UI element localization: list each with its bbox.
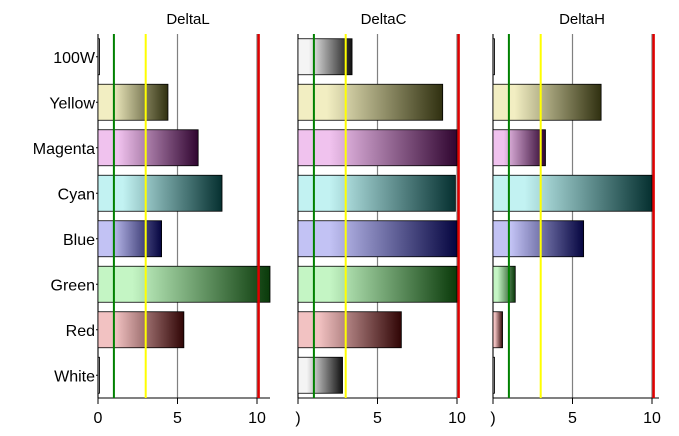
bar-red bbox=[97, 311, 185, 349]
x-tick-label: 10 bbox=[248, 410, 266, 427]
bar-magenta bbox=[492, 129, 546, 167]
bar-green bbox=[297, 265, 458, 303]
bar-yellow bbox=[97, 83, 169, 121]
panel-title: DeltaC bbox=[361, 11, 407, 28]
bar-100w bbox=[97, 38, 100, 76]
category-label-cyan: Cyan bbox=[58, 186, 95, 203]
category-label-yellow: Yellow bbox=[49, 95, 95, 112]
x-tick-label: 10 bbox=[448, 410, 466, 427]
panel-title: DeltaL bbox=[166, 11, 209, 28]
x-tick-label: ) bbox=[295, 410, 300, 427]
x-tick-label: 5 bbox=[568, 410, 577, 427]
bar-yellow bbox=[297, 83, 444, 121]
bar-blue bbox=[297, 220, 458, 258]
bar-cyan bbox=[97, 174, 223, 212]
bar-100w bbox=[297, 38, 353, 76]
bar-white bbox=[97, 356, 100, 394]
category-labels: 100W Yellow Magenta Cyan Blue Green Red White bbox=[33, 50, 98, 385]
bar-white bbox=[492, 356, 495, 394]
bar-blue bbox=[97, 220, 162, 258]
category-label-red: Red bbox=[66, 323, 95, 340]
bar-green bbox=[492, 265, 516, 303]
panel-title: DeltaH bbox=[559, 11, 605, 28]
category-label-white: White bbox=[54, 368, 95, 385]
category-label-green: Green bbox=[51, 277, 95, 294]
bar-green bbox=[97, 265, 271, 303]
panel-deltal: DeltaL 0 5 10 bbox=[94, 11, 271, 427]
bar-100w bbox=[492, 38, 495, 76]
category-label-magenta: Magenta bbox=[33, 141, 95, 158]
x-tick-label: 5 bbox=[373, 410, 382, 427]
bar-cyan bbox=[297, 174, 456, 212]
x-tick-label: 10 bbox=[643, 410, 661, 427]
bar-magenta bbox=[297, 129, 458, 167]
bar-white bbox=[297, 356, 343, 394]
chart-panels: DeltaL 0 5 10 DeltaC) 5 10 DeltaH) 5 10 bbox=[94, 11, 661, 427]
bar-red bbox=[297, 311, 402, 349]
panel-deltah: DeltaH) 5 10 bbox=[490, 11, 661, 427]
bar-red bbox=[492, 311, 503, 349]
category-label-blue: Blue bbox=[63, 232, 95, 249]
panel-deltac: DeltaC) 5 10 bbox=[295, 11, 466, 427]
category-label-100w: 100W bbox=[53, 50, 96, 67]
bar-yellow bbox=[492, 83, 602, 121]
bar-cyan bbox=[492, 174, 653, 212]
x-tick-label: 0 bbox=[94, 410, 103, 427]
x-tick-label: ) bbox=[490, 410, 495, 427]
x-tick-label: 5 bbox=[173, 410, 182, 427]
bar-blue bbox=[492, 220, 585, 258]
